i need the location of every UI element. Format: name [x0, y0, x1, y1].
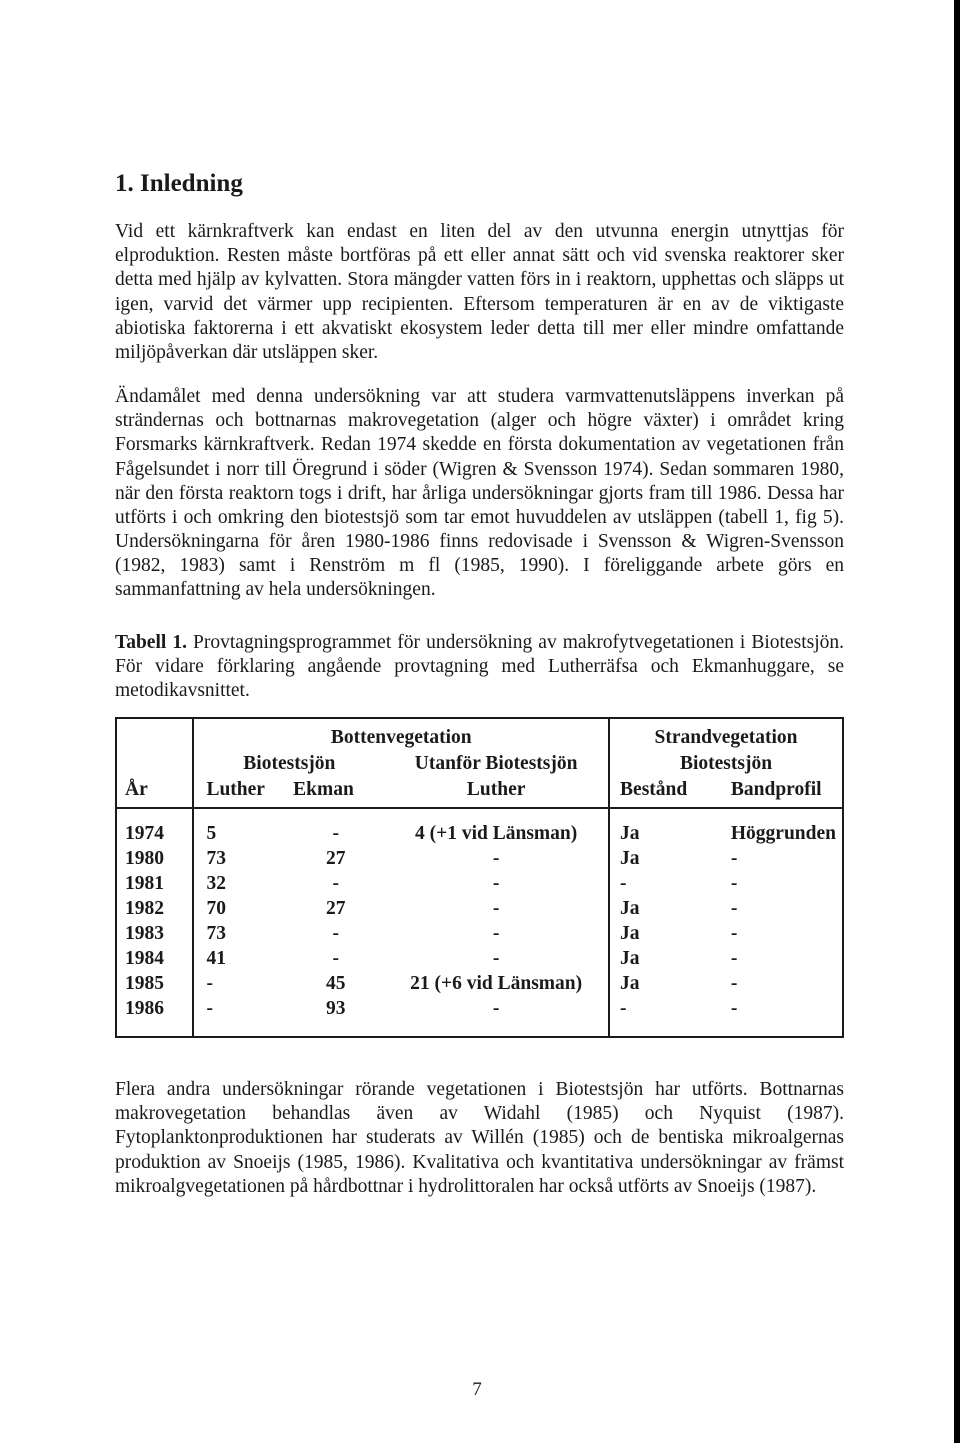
table-cell: 93: [287, 997, 384, 1037]
table-cell: -: [384, 947, 609, 972]
table-cell: 27: [287, 897, 384, 922]
table-cell: 1982: [117, 897, 193, 922]
table-cell: 1985: [117, 972, 193, 997]
table-row: 19745-4 (+1 vid Länsman)JaHöggrunden: [117, 808, 842, 847]
table-cell: Ja: [609, 897, 729, 922]
col-bestand: Bestånd: [609, 777, 729, 808]
table-row: 1986-93---: [117, 997, 842, 1037]
table-cell: 32: [193, 872, 287, 897]
table-cell: 45: [287, 972, 384, 997]
table-cell: -: [384, 847, 609, 872]
page-number: 7: [0, 1379, 954, 1401]
table-row: 198441--Ja-: [117, 947, 842, 972]
group-header-strand: Strandvegetation: [609, 719, 842, 751]
table-cell: -: [287, 872, 384, 897]
table-cell: -: [384, 922, 609, 947]
table-cell: Ja: [609, 972, 729, 997]
paragraph-2: Ändamålet med denna undersökning var att…: [115, 385, 844, 603]
section-heading: 1. Inledning: [115, 170, 844, 198]
table-row: 198132----: [117, 872, 842, 897]
table-cell: -: [193, 972, 287, 997]
table-cell: 1986: [117, 997, 193, 1037]
table-body: 19745-4 (+1 vid Länsman)JaHöggrunden1980…: [117, 808, 842, 1036]
table-cell: 41: [193, 947, 287, 972]
table-sub-row: Biotestsjön Utanför Biotestsjön Biotests…: [117, 751, 842, 777]
table-cell: -: [729, 847, 842, 872]
sub-header-utan: Utanför Biotestsjön: [384, 751, 609, 777]
table-cell: 1980: [117, 847, 193, 872]
table-cell: 4 (+1 vid Länsman): [384, 808, 609, 847]
col-luther: Luther: [193, 777, 287, 808]
sub-header-bio2: Biotestsjön: [609, 751, 842, 777]
table-cell: -: [729, 922, 842, 947]
table-cell: Ja: [609, 847, 729, 872]
col-ekman: Ekman: [287, 777, 384, 808]
col-utan: Luther: [384, 777, 609, 808]
table-row: 19807327-Ja-: [117, 847, 842, 872]
table-head: Bottenvegetation Strandvegetation Biotes…: [117, 719, 842, 808]
table-cell: -: [609, 872, 729, 897]
col-year: År: [117, 777, 193, 808]
table-cell: 73: [193, 847, 287, 872]
table-cell: -: [729, 997, 842, 1037]
table-caption-label: Tabell 1.: [115, 632, 187, 653]
table-caption: Tabell 1. Provtagningsprogrammet för und…: [115, 631, 844, 704]
table-row: 198373--Ja-: [117, 922, 842, 947]
table-caption-text: Provtagningsprogrammet för undersökning …: [115, 632, 844, 701]
col-band: Bandprofil: [729, 777, 842, 808]
table-cell: 1974: [117, 808, 193, 847]
table-cell: -: [384, 897, 609, 922]
table-cell: Ja: [609, 947, 729, 972]
table-cell: -: [287, 947, 384, 972]
table-cell: Ja: [609, 922, 729, 947]
table-row: 1985-4521 (+6 vid Länsman)Ja-: [117, 972, 842, 997]
table-cell: 73: [193, 922, 287, 947]
table-cell: -: [384, 997, 609, 1037]
data-table: Bottenvegetation Strandvegetation Biotes…: [117, 719, 842, 1036]
table-cell: -: [287, 922, 384, 947]
table-cell: -: [729, 872, 842, 897]
table-cell: Ja: [609, 808, 729, 847]
table-col-row: År Luther Ekman Luther Bestånd Bandprofi…: [117, 777, 842, 808]
table-cell: Höggrunden: [729, 808, 842, 847]
table-cell: 1981: [117, 872, 193, 897]
table-wrapper: Bottenvegetation Strandvegetation Biotes…: [115, 717, 844, 1038]
table-row: 19827027-Ja-: [117, 897, 842, 922]
table-cell: 1983: [117, 922, 193, 947]
table-cell: 27: [287, 847, 384, 872]
paragraph-1: Vid ett kärnkraftverk kan endast en lite…: [115, 220, 844, 365]
table-cell: 1984: [117, 947, 193, 972]
table-cell: -: [287, 808, 384, 847]
table-cell: -: [729, 947, 842, 972]
table-cell: -: [193, 997, 287, 1037]
table-cell: -: [384, 872, 609, 897]
group-header-botten: Bottenvegetation: [193, 719, 609, 751]
table-group-row: Bottenvegetation Strandvegetation: [117, 719, 842, 751]
table-cell: -: [729, 897, 842, 922]
sub-header-bio1: Biotestsjön: [193, 751, 384, 777]
page: 1. Inledning Vid ett kärnkraftverk kan e…: [0, 0, 960, 1443]
table-cell: 21 (+6 vid Länsman): [384, 972, 609, 997]
table-cell: 5: [193, 808, 287, 847]
table-cell: -: [609, 997, 729, 1037]
paragraph-3: Flera andra undersökningar rörande veget…: [115, 1078, 844, 1199]
table-cell: -: [729, 972, 842, 997]
table-cell: 70: [193, 897, 287, 922]
